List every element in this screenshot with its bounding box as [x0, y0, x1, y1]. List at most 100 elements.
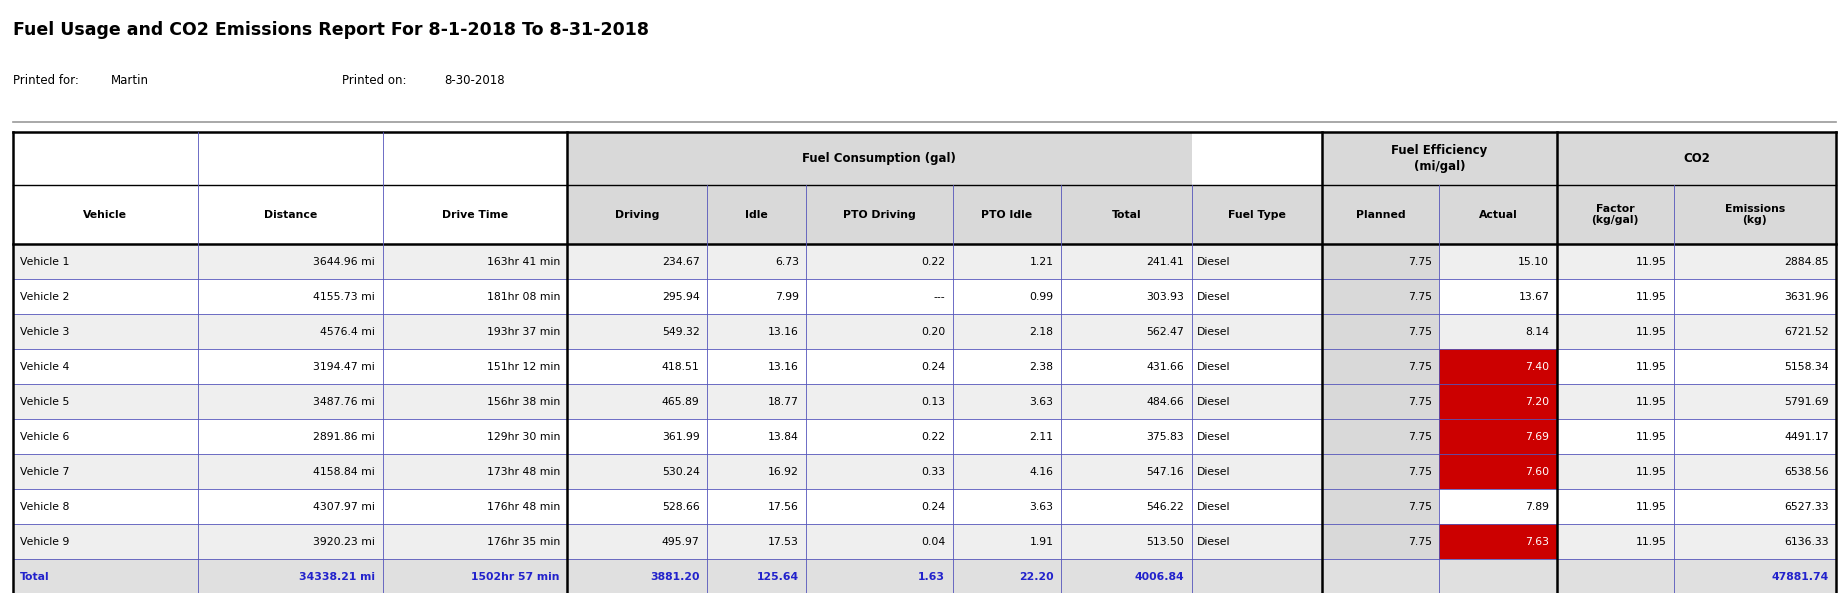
Text: 17.53: 17.53 — [767, 537, 798, 547]
Text: 0.24: 0.24 — [920, 502, 944, 512]
Text: Total: Total — [1111, 210, 1140, 219]
Text: 3487.76 mi: 3487.76 mi — [312, 397, 375, 407]
Text: 6721.52: 6721.52 — [1783, 327, 1828, 337]
Text: 418.51: 418.51 — [662, 362, 699, 372]
Text: 562.47: 562.47 — [1146, 327, 1183, 337]
Text: 547.16: 547.16 — [1146, 467, 1183, 477]
Text: 18.77: 18.77 — [767, 397, 798, 407]
Text: 7.75: 7.75 — [1408, 362, 1430, 372]
Text: 7.75: 7.75 — [1408, 432, 1430, 442]
Text: 2.18: 2.18 — [1029, 327, 1053, 337]
Text: 176hr 48 min: 176hr 48 min — [486, 502, 560, 512]
Text: 1.91: 1.91 — [1029, 537, 1053, 547]
Text: 3644.96 mi: 3644.96 mi — [312, 257, 375, 267]
Text: 7.75: 7.75 — [1408, 397, 1430, 407]
Text: 4576.4 mi: 4576.4 mi — [320, 327, 375, 337]
Text: 11.95: 11.95 — [1635, 432, 1665, 442]
Text: CO2: CO2 — [1682, 152, 1709, 165]
Text: 3881.20: 3881.20 — [650, 572, 699, 582]
Text: 2884.85: 2884.85 — [1783, 257, 1828, 267]
Text: Printed on:: Printed on: — [342, 74, 407, 87]
Text: Fuel Usage and CO2 Emissions Report For 8-1-2018 To 8-31-2018: Fuel Usage and CO2 Emissions Report For … — [13, 21, 649, 39]
Text: 151hr 12 min: 151hr 12 min — [486, 362, 560, 372]
Text: 234.67: 234.67 — [662, 257, 699, 267]
Text: Drive Time: Drive Time — [442, 210, 508, 219]
Text: Vehicle 5: Vehicle 5 — [20, 397, 70, 407]
Text: 8.14: 8.14 — [1525, 327, 1549, 337]
Text: 530.24: 530.24 — [662, 467, 699, 477]
Text: 6527.33: 6527.33 — [1783, 502, 1828, 512]
Text: 513.50: 513.50 — [1146, 537, 1183, 547]
Text: 173hr 48 min: 173hr 48 min — [486, 467, 560, 477]
Text: 11.95: 11.95 — [1635, 327, 1665, 337]
Text: Distance: Distance — [264, 210, 316, 219]
Text: Diesel: Diesel — [1196, 327, 1231, 337]
Text: Planned: Planned — [1355, 210, 1404, 219]
Text: Vehicle 2: Vehicle 2 — [20, 292, 70, 302]
Text: 34338.21 mi: 34338.21 mi — [299, 572, 375, 582]
Text: 11.95: 11.95 — [1635, 362, 1665, 372]
Text: 4155.73 mi: 4155.73 mi — [312, 292, 375, 302]
Text: 47881.74: 47881.74 — [1770, 572, 1828, 582]
Text: 303.93: 303.93 — [1146, 292, 1183, 302]
Text: 2.38: 2.38 — [1029, 362, 1053, 372]
Text: Martin: Martin — [111, 74, 150, 87]
Text: 4.16: 4.16 — [1029, 467, 1053, 477]
Text: 484.66: 484.66 — [1146, 397, 1183, 407]
Text: 13.67: 13.67 — [1517, 292, 1549, 302]
Text: Total: Total — [20, 572, 50, 582]
Text: 375.83: 375.83 — [1146, 432, 1183, 442]
Text: 2.11: 2.11 — [1029, 432, 1053, 442]
Text: 0.22: 0.22 — [920, 432, 944, 442]
Text: 13.16: 13.16 — [767, 362, 798, 372]
Text: 0.20: 0.20 — [920, 327, 944, 337]
Text: 1.21: 1.21 — [1029, 257, 1053, 267]
Text: 125.64: 125.64 — [756, 572, 798, 582]
Text: PTO Driving: PTO Driving — [843, 210, 915, 219]
Text: 7.75: 7.75 — [1408, 327, 1430, 337]
Text: Vehicle 1: Vehicle 1 — [20, 257, 70, 267]
Text: 7.75: 7.75 — [1408, 502, 1430, 512]
Text: 6.73: 6.73 — [774, 257, 798, 267]
Text: 7.75: 7.75 — [1408, 537, 1430, 547]
Text: 5791.69: 5791.69 — [1783, 397, 1828, 407]
Text: 11.95: 11.95 — [1635, 467, 1665, 477]
Text: 11.95: 11.95 — [1635, 502, 1665, 512]
Text: 7.20: 7.20 — [1525, 397, 1549, 407]
Text: PTO Idle: PTO Idle — [981, 210, 1031, 219]
Text: Vehicle 6: Vehicle 6 — [20, 432, 70, 442]
Text: ---: --- — [933, 292, 944, 302]
Text: Diesel: Diesel — [1196, 292, 1231, 302]
Text: 5158.34: 5158.34 — [1783, 362, 1828, 372]
Text: Diesel: Diesel — [1196, 432, 1231, 442]
Text: 4158.84 mi: 4158.84 mi — [312, 467, 375, 477]
Text: Vehicle 3: Vehicle 3 — [20, 327, 70, 337]
Text: 22.20: 22.20 — [1018, 572, 1053, 582]
Text: 3194.47 mi: 3194.47 mi — [312, 362, 375, 372]
Text: 13.84: 13.84 — [767, 432, 798, 442]
Text: 11.95: 11.95 — [1635, 397, 1665, 407]
Text: 11.95: 11.95 — [1635, 292, 1665, 302]
Text: Diesel: Diesel — [1196, 257, 1231, 267]
Text: 431.66: 431.66 — [1146, 362, 1183, 372]
Text: Fuel Type: Fuel Type — [1227, 210, 1284, 219]
Text: 7.75: 7.75 — [1408, 257, 1430, 267]
Text: 15.10: 15.10 — [1517, 257, 1549, 267]
Text: Idle: Idle — [745, 210, 767, 219]
Text: Factor
(kg/gal): Factor (kg/gal) — [1591, 204, 1637, 225]
Text: 17.56: 17.56 — [767, 502, 798, 512]
Text: Vehicle: Vehicle — [83, 210, 128, 219]
Text: 163hr 41 min: 163hr 41 min — [486, 257, 560, 267]
Text: Actual: Actual — [1478, 210, 1517, 219]
Text: 546.22: 546.22 — [1146, 502, 1183, 512]
Text: Diesel: Diesel — [1196, 362, 1231, 372]
Text: Emissions
(kg): Emissions (kg) — [1724, 204, 1783, 225]
Text: 361.99: 361.99 — [662, 432, 699, 442]
Text: 7.89: 7.89 — [1525, 502, 1549, 512]
Text: 3631.96: 3631.96 — [1783, 292, 1828, 302]
Text: 11.95: 11.95 — [1635, 257, 1665, 267]
Text: 0.24: 0.24 — [920, 362, 944, 372]
Text: 7.99: 7.99 — [774, 292, 798, 302]
Text: 1.63: 1.63 — [918, 572, 944, 582]
Text: 2891.86 mi: 2891.86 mi — [312, 432, 375, 442]
